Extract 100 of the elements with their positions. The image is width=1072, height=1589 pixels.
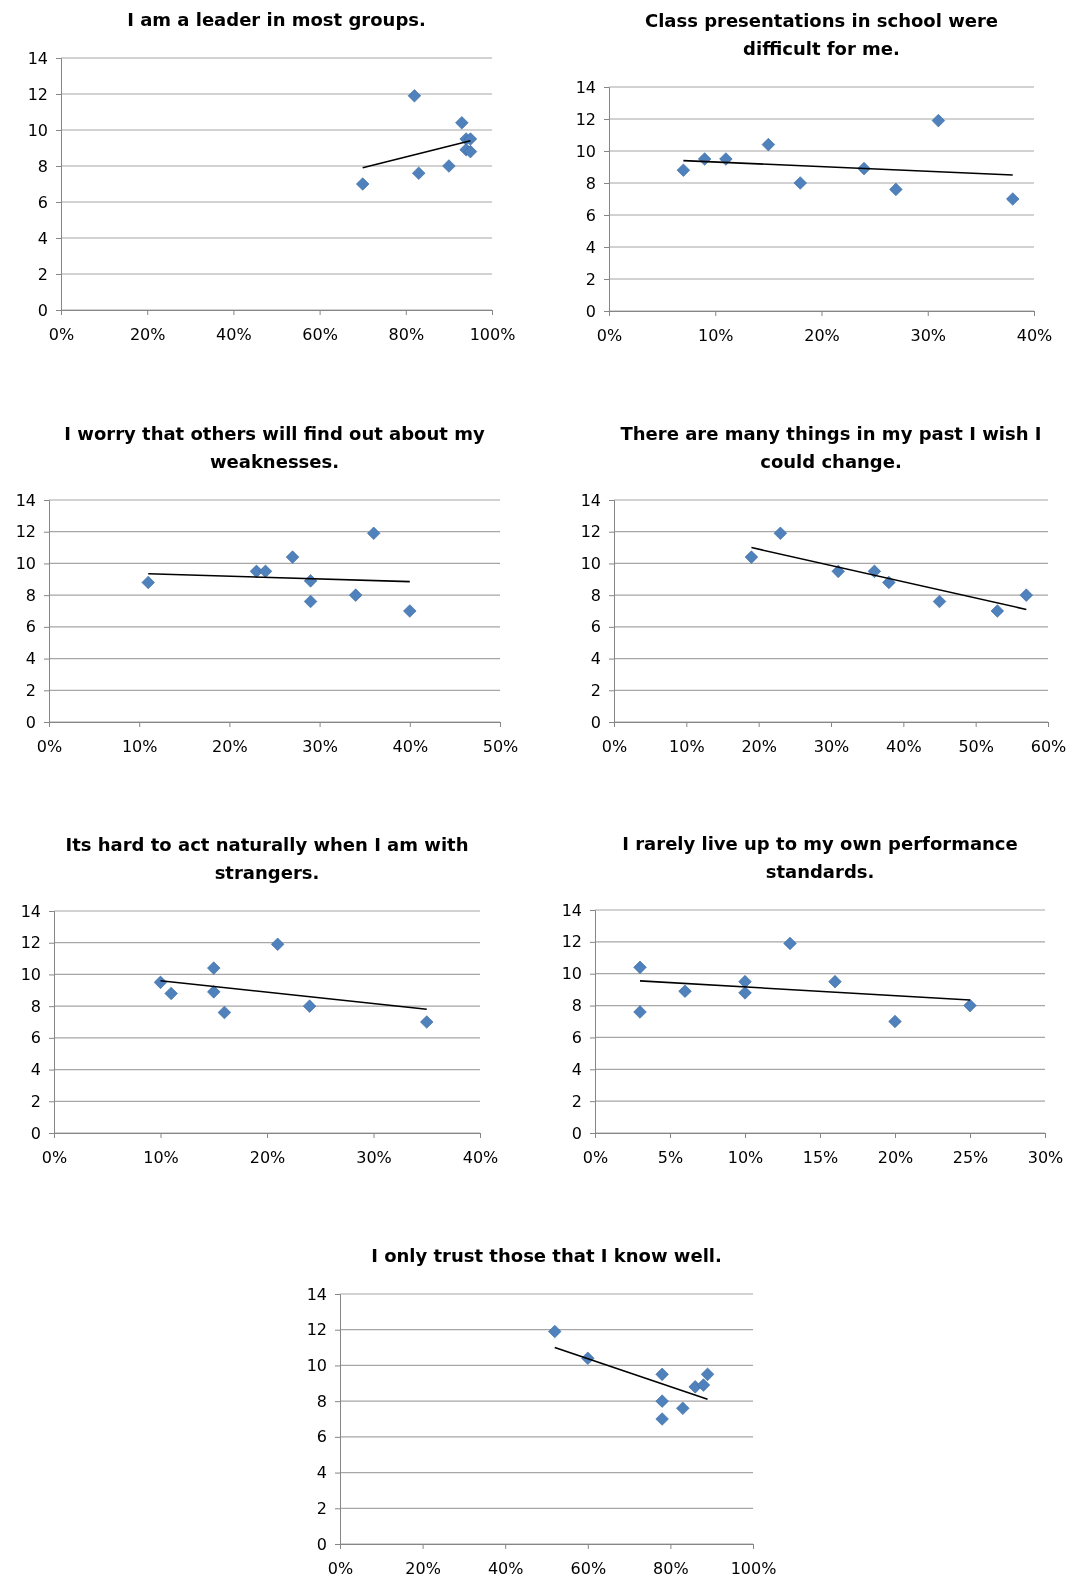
y-tick-label: 12 — [580, 522, 601, 542]
y-tick-label: 12 — [306, 1320, 327, 1340]
x-tick-label: 20% — [804, 326, 840, 346]
x-tick-label: 30% — [813, 737, 850, 757]
x-tick-label: 20% — [249, 1148, 286, 1168]
y-tick-label: 0 — [585, 301, 596, 321]
x-tick-label: 0% — [48, 325, 75, 345]
y-tick-label: 12 — [20, 933, 41, 953]
x-tick-label: 20% — [741, 737, 777, 757]
x-tick-label: 5% — [657, 1148, 684, 1168]
x-tick-label: 50% — [958, 737, 994, 757]
chart-title: Its hard to act naturally when I am with strangers. — [65, 834, 469, 883]
x-tick-label: 10% — [697, 326, 734, 346]
y-tick-label: 8 — [37, 156, 48, 176]
y-tick-label: 14 — [20, 901, 41, 921]
y-tick-label: 14 — [561, 900, 582, 920]
x-tick-label: 30% — [910, 326, 947, 346]
x-tick-label: 20% — [212, 737, 248, 757]
x-tick-label: 60% — [302, 325, 338, 345]
y-tick-label: 4 — [30, 1060, 41, 1080]
chart-title: I am a leader in most groups. — [127, 9, 426, 30]
x-tick-label: 40% — [216, 325, 252, 345]
y-tick-label: 8 — [585, 173, 596, 193]
y-tick-label: 4 — [585, 237, 596, 257]
y-tick-label: 10 — [306, 1356, 327, 1376]
y-tick-label: 12 — [561, 932, 582, 952]
y-tick-label: 2 — [30, 1091, 41, 1111]
y-tick-label: 4 — [590, 649, 601, 669]
x-tick-label: 80% — [653, 1559, 689, 1579]
x-tick-label: 20% — [129, 325, 166, 345]
x-tick-label: 15% — [802, 1148, 839, 1168]
y-tick-label: 14 — [580, 490, 601, 510]
y-tick-label: 6 — [25, 617, 36, 637]
y-tick-label: 2 — [37, 264, 48, 284]
y-tick-label: 2 — [585, 269, 596, 289]
y-tick-label: 0 — [590, 712, 601, 732]
x-tick-label: 60% — [570, 1559, 607, 1579]
x-tick-label: 50% — [482, 737, 519, 757]
y-tick-label: 4 — [25, 649, 36, 669]
y-tick-label: 8 — [571, 996, 582, 1016]
y-tick-label: 6 — [37, 192, 48, 212]
y-tick-label: 10 — [27, 120, 48, 140]
x-tick-label: 40% — [886, 737, 922, 757]
y-tick-label: 10 — [15, 554, 36, 574]
x-tick-label: 10% — [727, 1148, 764, 1168]
y-tick-label: 2 — [590, 680, 601, 700]
x-tick-label: 40% — [392, 737, 429, 757]
y-tick-label: 10 — [561, 964, 582, 984]
x-tick-label: 30% — [1027, 1148, 1064, 1168]
y-tick-label: 6 — [585, 205, 596, 225]
x-tick-label: 0% — [327, 1559, 354, 1579]
x-tick-label: 20% — [877, 1148, 914, 1168]
x-tick-label: 30% — [302, 737, 338, 757]
y-tick-label: 0 — [25, 712, 36, 732]
y-tick-label: 2 — [25, 680, 36, 700]
y-tick-label: 14 — [306, 1284, 327, 1304]
y-tick-label: 0 — [571, 1123, 582, 1143]
y-tick-label: 4 — [37, 228, 48, 248]
chart-title: Class presentations in school were difficult for me. — [644, 10, 999, 59]
x-tick-label: 100% — [730, 1559, 777, 1579]
x-tick-label: 30% — [356, 1148, 392, 1168]
y-tick-label: 2 — [571, 1091, 582, 1111]
y-tick-label: 2 — [316, 1498, 327, 1518]
x-tick-label: 40% — [462, 1148, 499, 1168]
y-tick-label: 0 — [37, 300, 48, 320]
y-tick-label: 0 — [30, 1123, 41, 1143]
x-tick-label: 100% — [469, 325, 516, 345]
y-tick-label: 8 — [316, 1391, 327, 1411]
x-tick-label: 20% — [405, 1559, 441, 1579]
y-tick-label: 6 — [316, 1427, 327, 1447]
y-tick-label: 14 — [27, 48, 48, 68]
y-tick-label: 10 — [20, 965, 41, 985]
y-tick-label: 4 — [316, 1463, 327, 1483]
y-tick-label: 14 — [575, 77, 596, 97]
x-tick-label: 80% — [388, 325, 425, 345]
x-tick-label: 0% — [582, 1148, 609, 1168]
y-tick-label: 12 — [27, 84, 48, 104]
x-tick-label: 40% — [1016, 326, 1053, 346]
chart-title: There are many things in my past I wish I could change. — [620, 423, 1042, 472]
y-tick-label: 8 — [30, 996, 41, 1016]
x-tick-label: 25% — [952, 1148, 989, 1168]
x-tick-label: 10% — [143, 1148, 179, 1168]
y-tick-label: 14 — [15, 490, 36, 510]
y-tick-label: 4 — [571, 1059, 582, 1079]
x-tick-label: 0% — [41, 1148, 68, 1168]
x-tick-label: 10% — [669, 737, 705, 757]
y-tick-label: 8 — [590, 585, 601, 605]
chart-title: I only trust those that I know well. — [371, 1245, 722, 1266]
x-tick-label: 60% — [1030, 737, 1067, 757]
x-tick-label: 10% — [121, 737, 158, 757]
y-tick-label: 8 — [25, 585, 36, 605]
y-tick-label: 10 — [575, 141, 596, 161]
x-tick-label: 0% — [596, 326, 623, 346]
x-tick-label: 0% — [601, 737, 628, 757]
y-tick-label: 12 — [575, 109, 596, 129]
y-tick-label: 6 — [590, 617, 601, 637]
y-tick-label: 12 — [15, 522, 36, 542]
chart-title: I worry that others will find out about my weaknesses. — [64, 423, 485, 472]
chart-title: I rarely live up to my own performance standards. — [622, 833, 1018, 882]
x-tick-label: 40% — [487, 1559, 524, 1579]
